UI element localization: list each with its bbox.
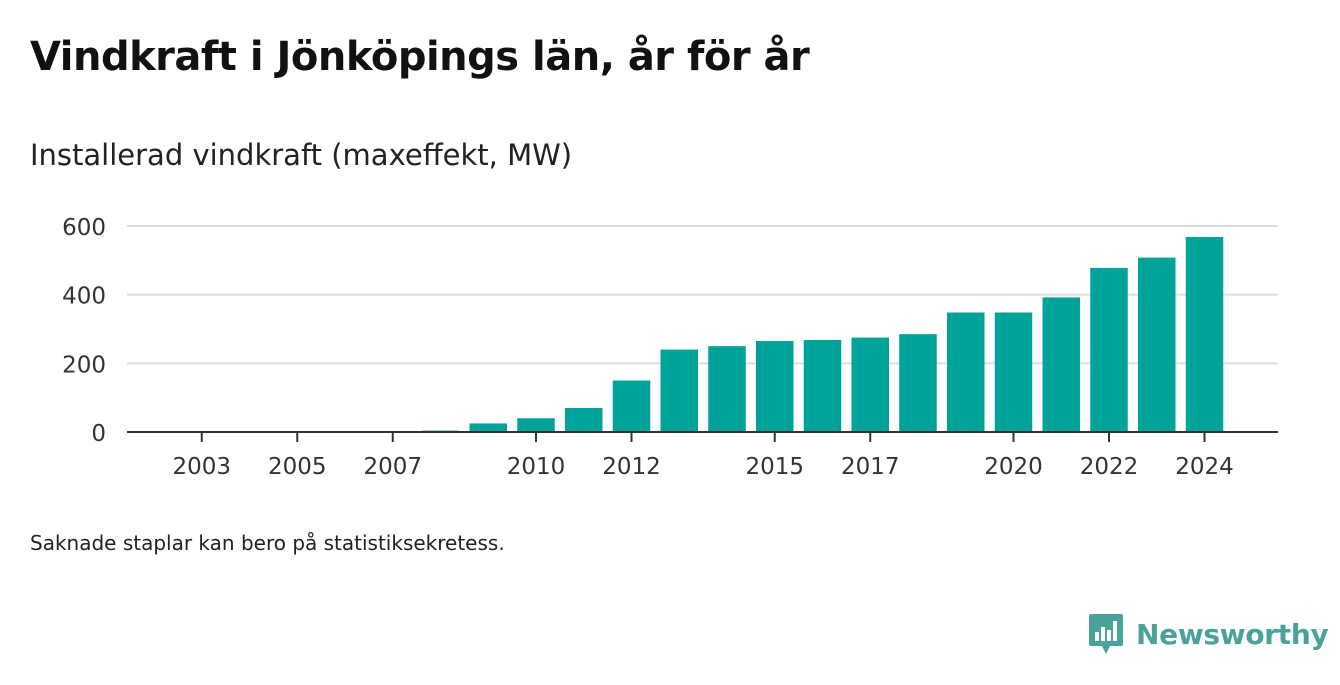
bar-2019 [947,312,985,432]
bar-2023 [1138,257,1176,432]
bar-2021 [1042,297,1080,432]
bar-2009 [469,423,507,432]
x-tick-label: 2003 [172,454,231,480]
bar-2013 [660,349,698,432]
bar-2022 [1090,267,1128,432]
bar-2010 [517,418,555,432]
gridlines [127,225,1278,365]
bars [421,236,1224,432]
x-tick-label: 2015 [745,454,804,480]
bar-2020 [994,312,1033,432]
chart-title: Vindkraft i Jönköpings län, år för år [30,34,810,80]
x-tick-label: 2020 [984,454,1043,480]
y-tick-label: 0 [91,421,106,447]
x-tick-label: 2007 [363,454,422,480]
bar-2018 [899,334,937,432]
x-tick-label: 2010 [507,454,566,480]
chart-subtitle: Installerad vindkraft (maxeffekt, MW) [30,138,573,172]
tick-labels: 0 200 400 600 2003 2005 2007 2010 2012 2015 2017 20… [62,215,1234,480]
bar-2014 [708,346,746,432]
x-tick-label: 2005 [268,454,327,480]
y-tick-label: 600 [62,215,106,241]
bar-2024 [1185,236,1224,432]
x-tick-label: 2017 [841,454,900,480]
newsworthy-brand: Newsworthy [1088,612,1329,656]
bar-2015 [756,341,794,432]
bar-2012 [612,380,651,432]
footnote: Saknade staplar kan bero på statistiksek… [30,531,505,555]
axes [127,431,1278,442]
x-tick-label: 2024 [1175,454,1234,480]
bar-2011 [565,407,603,432]
x-tick-label: 2012 [602,454,661,480]
newsworthy-logo-icon [1089,614,1123,654]
x-tick-label: 2022 [1080,454,1139,480]
bar-2017 [851,337,889,432]
bar-2016 [803,339,842,432]
y-tick-label: 400 [62,284,106,310]
y-tick-label: 200 [62,352,106,378]
brand-name: Newsworthy [1136,617,1329,651]
bar-chart: 0 200 400 600 2003 2005 2007 2010 2012 2015 2017 20… [62,215,1278,480]
